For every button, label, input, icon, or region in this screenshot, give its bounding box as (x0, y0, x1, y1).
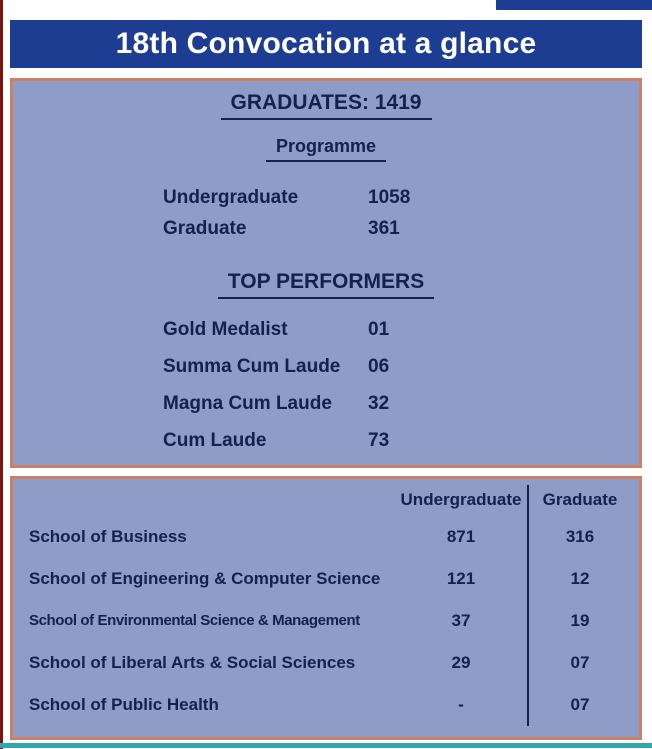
row-value: 06 (368, 356, 390, 377)
programme-row: Graduate 361 (163, 213, 523, 244)
row-value: 01 (368, 319, 390, 340)
row-label: Undergraduate (163, 187, 299, 208)
programme-heading-wrap: Programme (13, 136, 639, 162)
programme-rows: Undergraduate 1058 Graduate 361 (163, 182, 523, 244)
school-name: School of Liberal Arts & Social Sciences (29, 653, 356, 672)
graduates-heading-wrap: GRADUATES: 1419 (13, 91, 639, 120)
top-performers-heading: TOP PERFORMERS (217, 270, 435, 299)
undergraduate-value: - (458, 695, 464, 714)
graduate-value: 316 (527, 516, 631, 558)
top-performers-heading-wrap: TOP PERFORMERS (13, 270, 639, 299)
top-right-banner-fragment (496, 0, 652, 10)
summary-panel: GRADUATES: 1419 Programme Undergraduate … (10, 78, 642, 468)
top-performer-row: Summa Cum Laude 06 (163, 348, 523, 385)
schools-table: Undergraduate Graduate School of Busines… (21, 485, 631, 726)
row-label: Magna Cum Laude (163, 393, 332, 414)
column-header-undergraduate: Undergraduate (400, 490, 522, 509)
schools-panel: Undergraduate Graduate School of Busines… (10, 476, 642, 740)
graduate-value: 07 (527, 642, 631, 684)
row-value: 32 (368, 393, 390, 414)
programme-heading: Programme (265, 136, 387, 162)
row-label: Gold Medalist (163, 319, 288, 340)
row-label: Graduate (163, 218, 247, 239)
left-edge-line (0, 0, 3, 749)
school-name: School of Business (29, 527, 187, 546)
graduate-value: 12 (527, 558, 631, 600)
programme-row: Undergraduate 1058 (163, 182, 523, 213)
graduates-heading: GRADUATES: 1419 (220, 91, 432, 120)
page-title-bar: 18th Convocation at a glance (10, 20, 642, 68)
top-performer-rows: Gold Medalist 01 Summa Cum Laude 06 Magn… (163, 311, 523, 459)
school-name: School of Environmental Science & Manage… (29, 612, 360, 629)
graduate-value: 07 (527, 684, 631, 726)
row-label: Cum Laude (163, 430, 267, 451)
school-name: School of Public Health (29, 695, 219, 714)
undergraduate-value: 871 (446, 527, 476, 546)
undergraduate-value: 121 (446, 569, 476, 588)
column-header-graduate: Graduate (527, 485, 631, 516)
top-performer-row: Magna Cum Laude 32 (163, 385, 523, 422)
row-value: 361 (368, 218, 400, 239)
top-performer-row: Gold Medalist 01 (163, 311, 523, 348)
undergraduate-value: 37 (451, 611, 471, 630)
bottom-accent-line (0, 743, 652, 748)
column-header-spacer (21, 485, 395, 516)
row-value: 73 (368, 430, 390, 451)
graduate-value: 19 (527, 600, 631, 642)
top-performer-row: Cum Laude 73 (163, 422, 523, 459)
page-title: 18th Convocation at a glance (115, 27, 537, 60)
row-value: 1058 (368, 187, 411, 208)
row-label: Summa Cum Laude (163, 356, 341, 377)
undergraduate-value: 29 (451, 653, 471, 672)
school-name: School of Engineering & Computer Science (29, 569, 381, 588)
